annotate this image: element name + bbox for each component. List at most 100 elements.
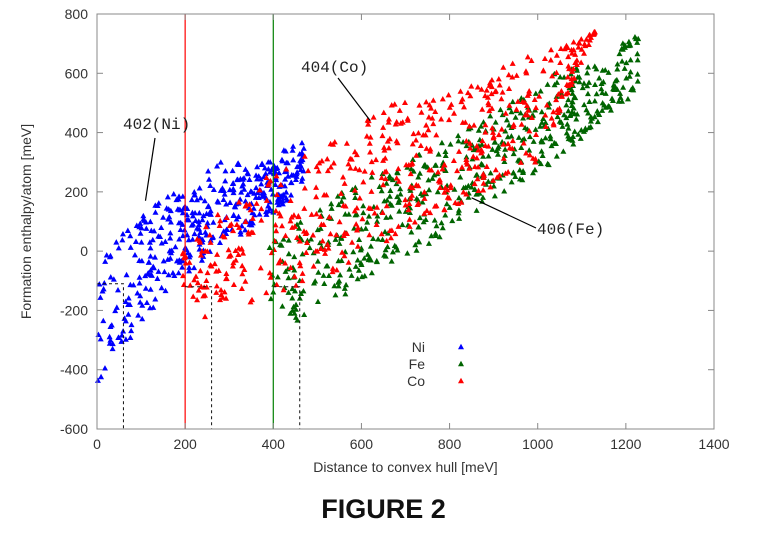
- point-co: [524, 53, 531, 60]
- point-co: [490, 129, 497, 135]
- series-co: [179, 28, 598, 320]
- point-ni: [123, 271, 130, 278]
- point-fe: [599, 107, 606, 113]
- point-ni: [113, 239, 120, 245]
- point-fe: [462, 184, 469, 190]
- point-ni: [188, 222, 195, 228]
- point-co: [466, 123, 473, 129]
- point-fe: [495, 143, 502, 149]
- y-tick-label: 600: [65, 65, 89, 81]
- point-co: [425, 114, 432, 120]
- point-co: [467, 140, 474, 146]
- point-ni: [144, 270, 151, 277]
- point-co: [378, 230, 385, 237]
- point-fe: [285, 250, 292, 257]
- point-ni: [241, 186, 248, 192]
- point-ni: [149, 236, 156, 243]
- point-ni: [127, 232, 134, 239]
- point-co: [233, 221, 240, 227]
- point-co: [549, 72, 556, 79]
- point-fe: [540, 115, 547, 122]
- point-ni: [158, 284, 165, 291]
- point-fe: [624, 96, 631, 102]
- point-fe: [291, 267, 298, 273]
- point-ni: [242, 166, 249, 172]
- point-fe: [522, 124, 529, 131]
- point-fe: [623, 59, 630, 66]
- point-co: [517, 159, 524, 165]
- point-co: [318, 221, 325, 227]
- point-ni: [261, 164, 268, 171]
- point-fe: [572, 94, 579, 101]
- point-co: [475, 164, 482, 170]
- point-co: [417, 142, 424, 149]
- point-co: [242, 203, 249, 209]
- point-co: [232, 247, 239, 253]
- point-co: [181, 253, 188, 260]
- point-fe: [508, 179, 515, 185]
- point-ni: [176, 236, 183, 242]
- point-co: [410, 130, 417, 137]
- point-co: [415, 130, 422, 136]
- point-co: [467, 145, 474, 151]
- point-fe: [455, 132, 462, 139]
- plot-area-frame: [96, 13, 715, 430]
- point-co: [359, 215, 366, 222]
- point-co: [195, 287, 202, 293]
- point-co: [470, 153, 477, 159]
- point-ni: [298, 178, 305, 184]
- point-fe: [449, 217, 456, 224]
- point-ni: [127, 334, 134, 340]
- point-co: [458, 199, 465, 205]
- point-co: [509, 74, 516, 80]
- point-fe: [336, 278, 343, 284]
- point-co: [294, 234, 301, 241]
- annotation-pointer: [337, 77, 371, 122]
- point-fe: [294, 317, 301, 323]
- point-fe: [557, 73, 564, 80]
- point-co: [236, 199, 243, 205]
- point-co: [291, 273, 298, 279]
- point-fe: [290, 303, 297, 310]
- point-co: [411, 219, 418, 225]
- point-ni: [101, 365, 108, 371]
- point-co: [498, 126, 505, 132]
- point-fe: [388, 258, 395, 264]
- point-fe: [634, 39, 641, 45]
- point-co: [531, 96, 538, 102]
- point-co: [578, 59, 585, 65]
- point-co: [206, 232, 213, 238]
- point-fe: [425, 177, 432, 183]
- point-ni: [137, 292, 144, 299]
- point-fe: [383, 214, 390, 220]
- point-fe: [568, 86, 575, 93]
- point-co: [365, 205, 372, 211]
- point-fe: [432, 232, 439, 238]
- point-co: [277, 257, 284, 263]
- point-ni: [232, 203, 239, 210]
- point-fe: [552, 140, 559, 147]
- point-co: [463, 159, 470, 165]
- point-fe: [417, 190, 424, 197]
- point-fe: [559, 123, 566, 129]
- point-co: [207, 239, 214, 245]
- point-ni: [278, 194, 285, 200]
- point-fe: [512, 114, 519, 120]
- point-ni: [263, 211, 270, 217]
- point-ni: [222, 167, 229, 174]
- point-co: [568, 78, 575, 85]
- point-co: [581, 50, 588, 56]
- point-fe: [387, 200, 394, 207]
- point-fe: [394, 193, 401, 200]
- point-co: [194, 236, 201, 242]
- point-co: [340, 174, 347, 180]
- point-co: [287, 217, 294, 224]
- point-fe: [573, 116, 580, 122]
- point-co: [301, 205, 308, 211]
- point-ni: [125, 311, 132, 317]
- point-ni: [288, 179, 295, 185]
- point-fe: [569, 90, 576, 96]
- point-ni: [131, 251, 138, 258]
- point-co: [381, 144, 388, 150]
